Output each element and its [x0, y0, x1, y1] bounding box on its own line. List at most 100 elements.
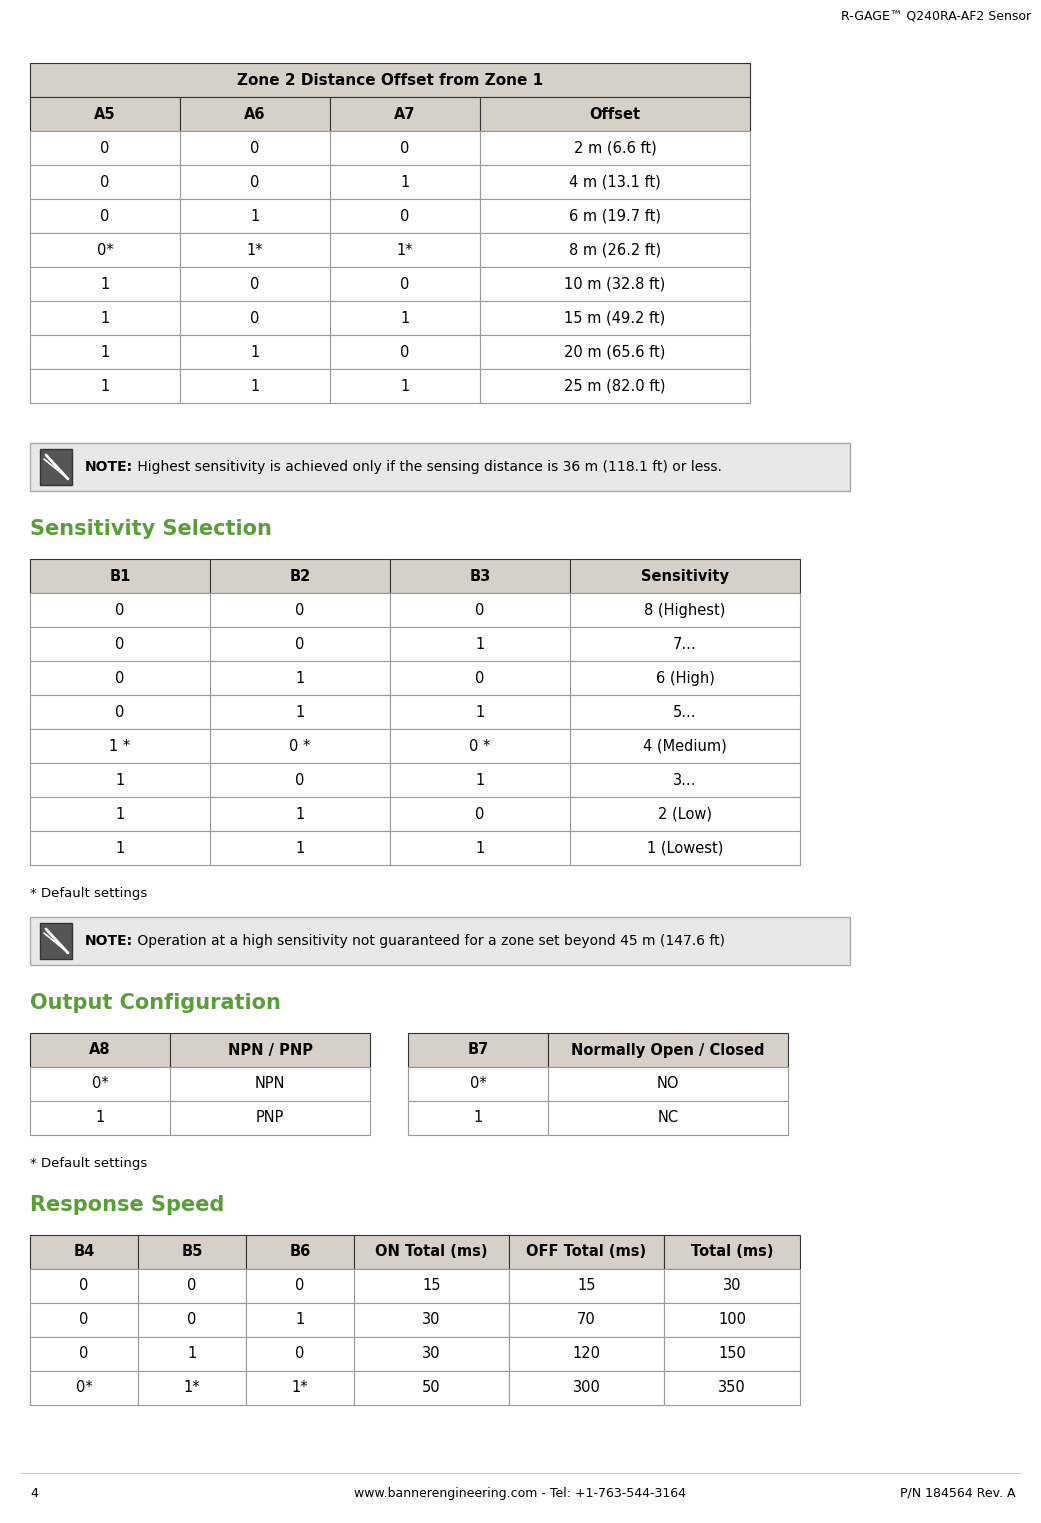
Bar	[480, 233, 750, 267]
Bar	[330, 233, 480, 267]
Text: 70: 70	[577, 1313, 595, 1328]
Bar	[480, 233, 750, 267]
Text: 1: 1	[474, 1110, 483, 1125]
Bar	[354, 1337, 509, 1371]
Bar	[170, 1068, 370, 1101]
Bar	[330, 302, 480, 335]
Text: 0: 0	[116, 670, 125, 685]
Bar	[509, 1371, 664, 1406]
Bar	[570, 661, 799, 694]
Bar	[480, 302, 750, 335]
Bar	[330, 369, 480, 404]
Bar	[30, 661, 210, 694]
Text: 0: 0	[250, 140, 259, 155]
Text: R-GAGE™ Q240RA-AF2 Sensor: R-GAGE™ Q240RA-AF2 Sensor	[841, 11, 1031, 23]
Bar	[30, 1337, 138, 1371]
Text: 1*: 1*	[397, 242, 413, 257]
Bar	[509, 1235, 664, 1269]
Bar	[30, 62, 750, 97]
Bar	[170, 1033, 370, 1068]
Text: 1: 1	[476, 637, 485, 652]
Text: Normally Open / Closed: Normally Open / Closed	[572, 1043, 765, 1057]
Bar	[664, 1304, 799, 1337]
Bar	[390, 763, 570, 797]
Bar	[210, 694, 390, 730]
Text: 0: 0	[116, 705, 125, 719]
Text: PNP: PNP	[256, 1110, 284, 1125]
Text: 10 m (32.8 ft): 10 m (32.8 ft)	[564, 277, 665, 291]
Bar	[30, 694, 210, 730]
Text: 8 m (26.2 ft): 8 m (26.2 ft)	[569, 242, 661, 257]
Text: 0: 0	[79, 1313, 88, 1328]
Text: 15: 15	[578, 1278, 595, 1293]
Text: 4: 4	[30, 1486, 37, 1500]
Text: 300: 300	[573, 1380, 601, 1395]
Text: 0: 0	[116, 637, 125, 652]
Bar	[170, 1101, 370, 1135]
Text: 1*: 1*	[291, 1380, 308, 1395]
Text: 0: 0	[401, 277, 410, 291]
Bar	[180, 267, 330, 302]
Bar	[170, 1101, 370, 1135]
Bar	[180, 200, 330, 233]
Text: 0: 0	[296, 772, 305, 787]
Bar	[30, 1269, 138, 1304]
Text: 1: 1	[296, 670, 305, 685]
Text: 4 (Medium): 4 (Medium)	[643, 739, 727, 754]
Bar	[480, 335, 750, 369]
Bar	[408, 1101, 548, 1135]
Text: NOTE:: NOTE:	[85, 460, 133, 474]
Text: 1: 1	[100, 379, 109, 393]
Bar	[30, 164, 180, 200]
Text: 1: 1	[100, 277, 109, 291]
Text: 0: 0	[250, 277, 259, 291]
Text: 6 (High): 6 (High)	[656, 670, 714, 685]
Text: 0: 0	[296, 1346, 305, 1362]
Text: 0: 0	[250, 311, 259, 326]
Text: 30: 30	[423, 1346, 440, 1362]
Text: 30: 30	[722, 1278, 741, 1293]
Text: 0: 0	[100, 209, 109, 224]
Text: Output Configuration: Output Configuration	[30, 993, 281, 1013]
Text: B7: B7	[467, 1043, 488, 1057]
Bar	[330, 335, 480, 369]
Bar	[30, 730, 210, 763]
Bar	[390, 832, 570, 865]
Text: 1: 1	[296, 807, 305, 821]
Bar	[390, 627, 570, 661]
Text: www.bannerengineering.com - Tel: +1-763-544-3164: www.bannerengineering.com - Tel: +1-763-…	[354, 1486, 686, 1500]
Text: Response Speed: Response Speed	[30, 1196, 225, 1215]
Text: 1: 1	[401, 311, 409, 326]
Bar	[30, 335, 180, 369]
Text: B6: B6	[289, 1244, 310, 1260]
Text: 0: 0	[187, 1278, 197, 1293]
Text: * Default settings: * Default settings	[30, 886, 147, 900]
Bar	[390, 797, 570, 832]
Text: 0: 0	[476, 670, 485, 685]
Bar	[509, 1235, 664, 1269]
Text: 1: 1	[296, 1313, 305, 1328]
Text: 100: 100	[718, 1313, 746, 1328]
Bar	[30, 1235, 138, 1269]
Bar	[664, 1235, 799, 1269]
Bar	[210, 627, 390, 661]
Bar	[30, 62, 750, 97]
Bar	[30, 443, 850, 490]
Bar	[246, 1269, 354, 1304]
Bar	[408, 1101, 548, 1135]
Bar	[30, 592, 210, 627]
Text: 1: 1	[96, 1110, 105, 1125]
Text: 1: 1	[100, 311, 109, 326]
Bar	[30, 627, 210, 661]
Bar	[548, 1033, 788, 1068]
Bar	[664, 1304, 799, 1337]
Text: Sensitivity Selection: Sensitivity Selection	[30, 519, 272, 539]
Bar	[180, 164, 330, 200]
Text: Highest sensitivity is achieved only if the sensing distance is 36 m (118.1 ft) : Highest sensitivity is achieved only if …	[133, 460, 722, 474]
Bar	[408, 1068, 548, 1101]
Bar	[30, 797, 210, 832]
Bar	[180, 302, 330, 335]
Bar	[390, 694, 570, 730]
Bar	[390, 730, 570, 763]
Bar	[570, 694, 799, 730]
